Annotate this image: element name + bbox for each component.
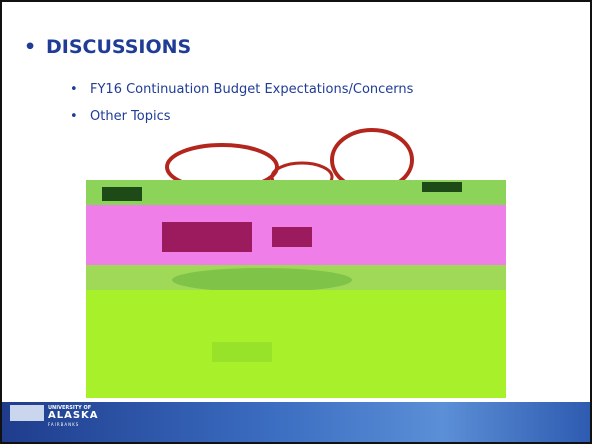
- logo-main: ALASKA: [48, 410, 99, 421]
- bullet: Other Topics: [90, 109, 171, 124]
- logo-sub: FAIRBANKS: [48, 422, 79, 427]
- heading: DISCUSSIONS: [46, 36, 191, 58]
- logo-mark: [10, 405, 44, 421]
- slide: DISCUSSIONS FY16 Continuation Budget Exp…: [0, 0, 592, 444]
- bullet: FY16 Continuation Budget Expectations/Co…: [90, 82, 413, 97]
- slide-image: [2, 2, 590, 402]
- footer: UNIVERSITY OF ALASKA FAIRBANKS: [2, 402, 590, 442]
